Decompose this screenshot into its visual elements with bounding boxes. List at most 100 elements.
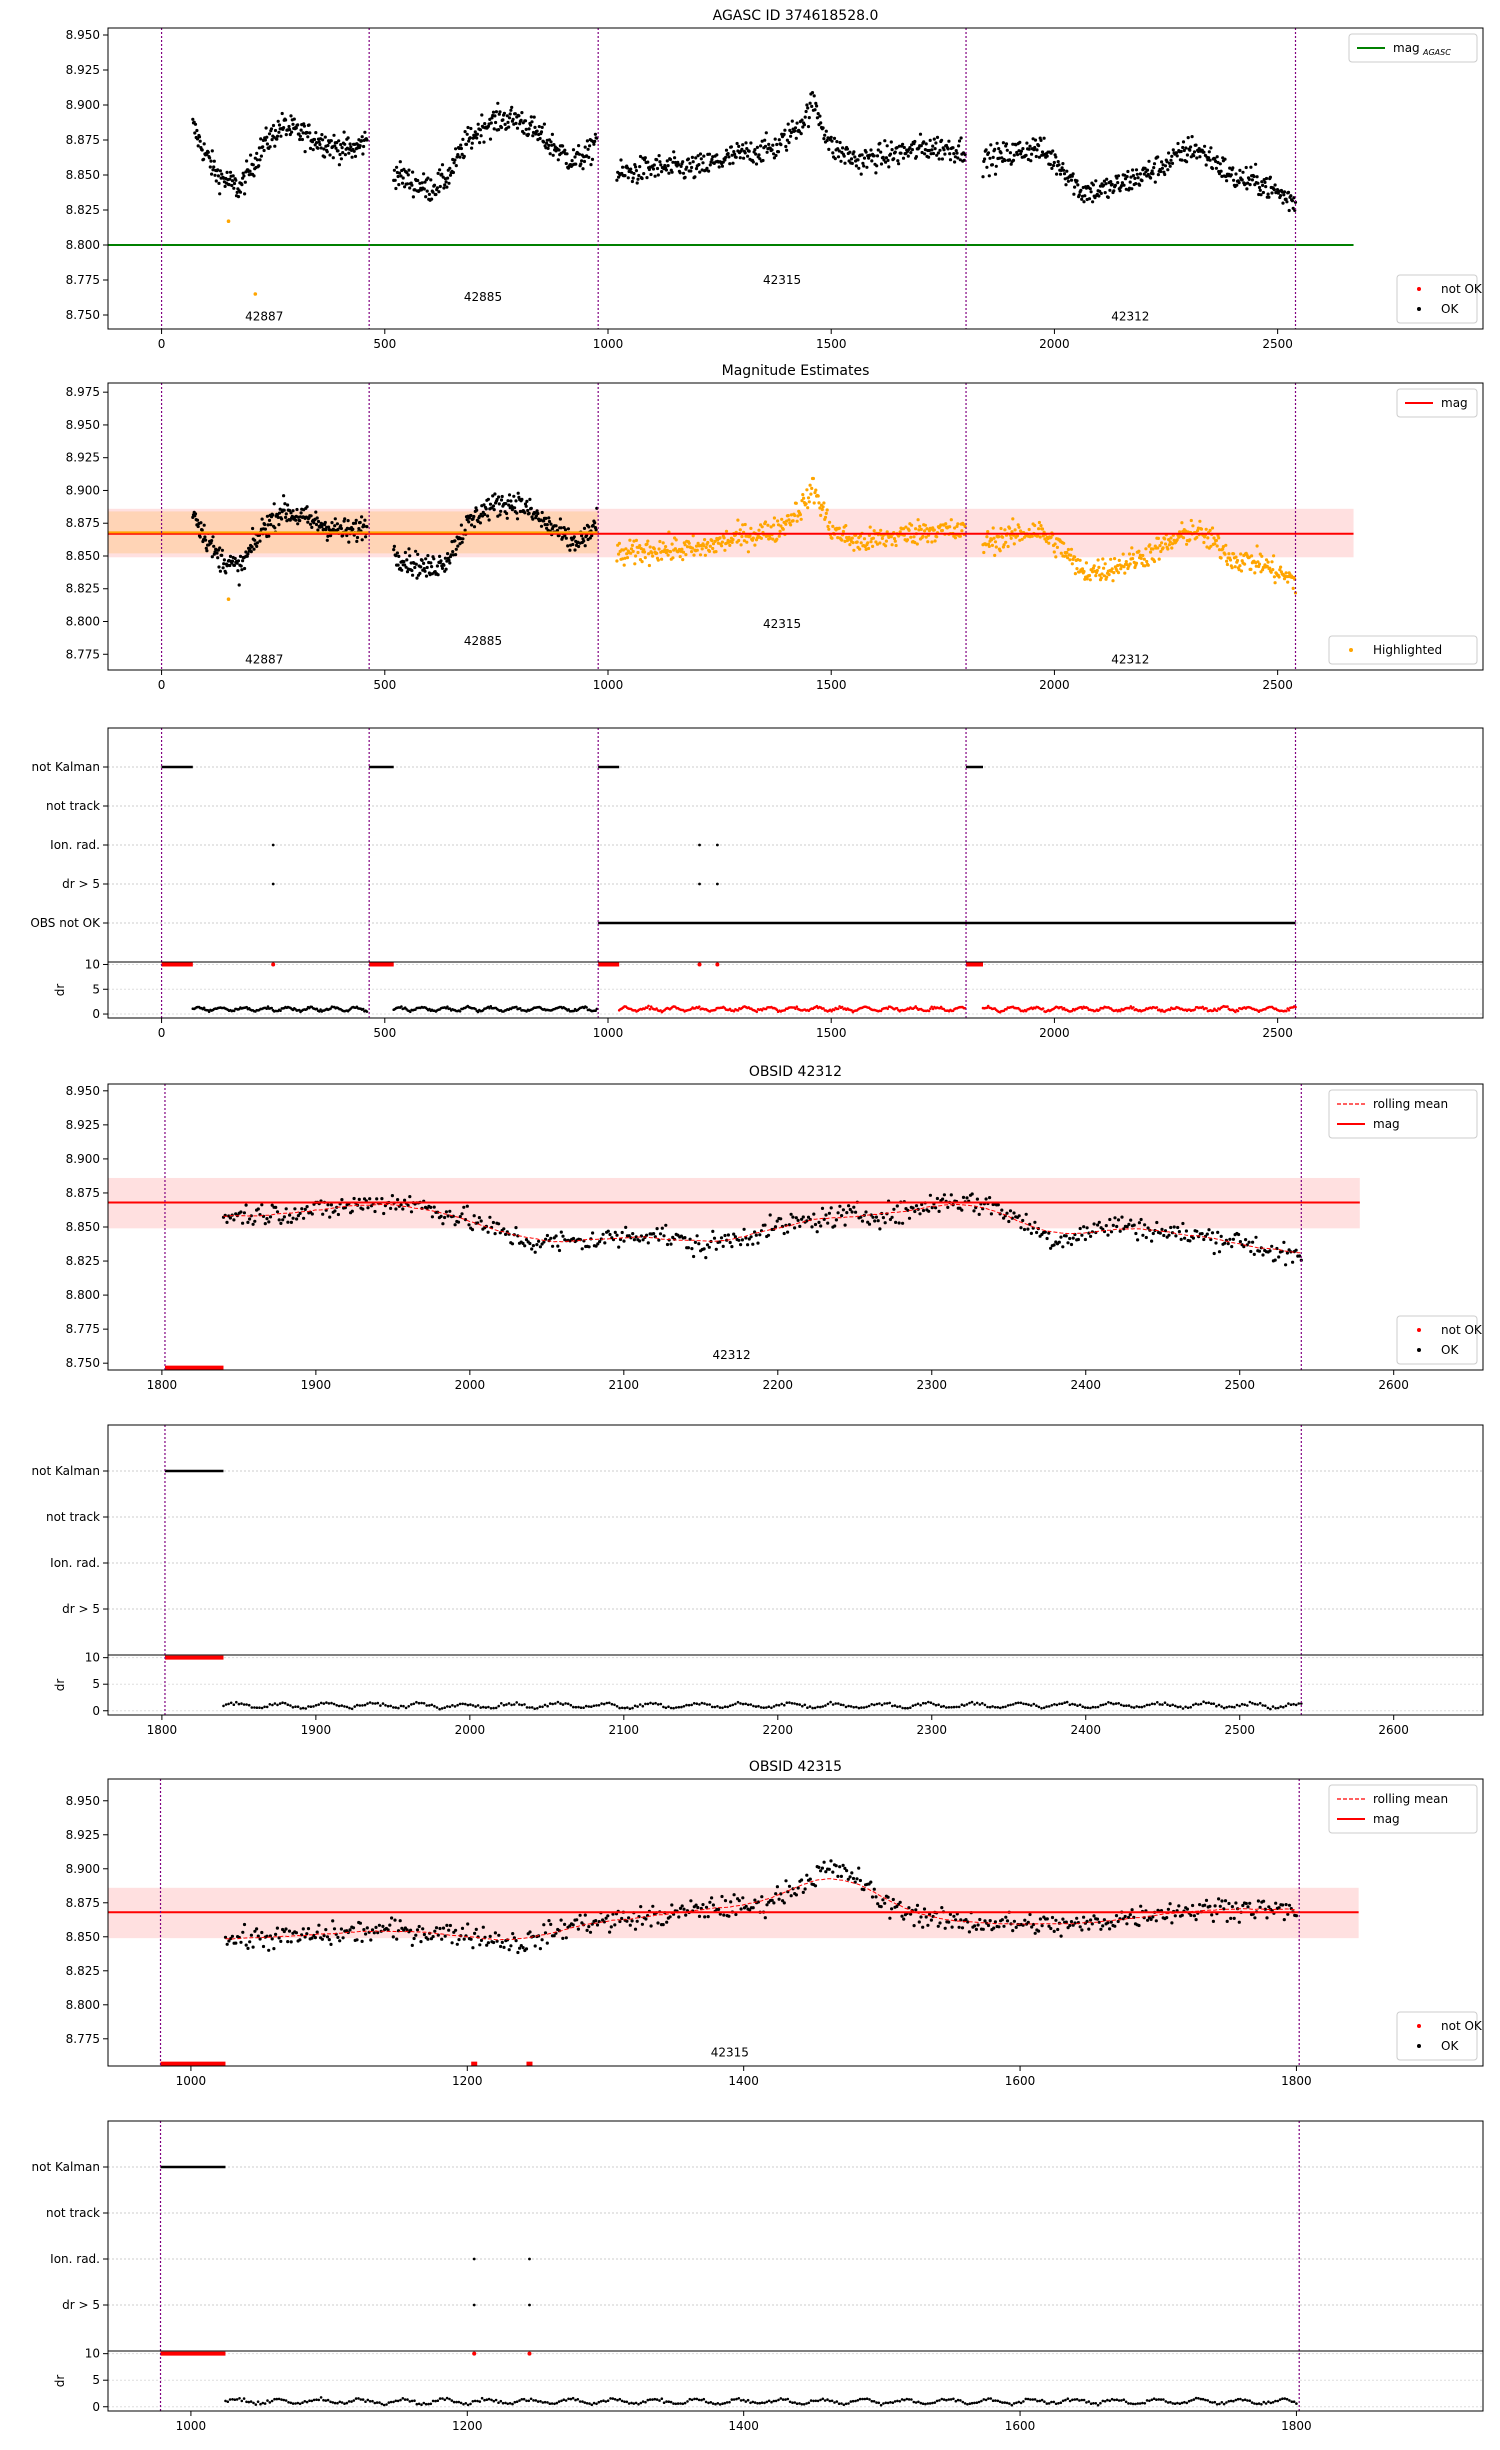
data-point — [286, 1220, 290, 1224]
data-point — [426, 554, 430, 558]
data-point — [406, 1203, 410, 1207]
data-point — [505, 511, 509, 516]
data-point — [1294, 1248, 1298, 1252]
data-point — [1189, 518, 1193, 523]
dr-point — [755, 1010, 759, 1014]
data-point — [501, 118, 505, 122]
data-point — [795, 519, 799, 523]
data-point — [223, 1935, 228, 1939]
dr-point — [760, 1009, 764, 1012]
dr-point — [901, 1706, 904, 1710]
data-point — [1011, 158, 1016, 162]
data-point — [240, 183, 244, 187]
dr-point — [822, 1007, 825, 1010]
data-point — [1047, 541, 1051, 545]
data-point — [241, 1930, 245, 1934]
data-point — [988, 1196, 992, 1200]
dr-point — [355, 1703, 359, 1707]
dr-point — [595, 1704, 598, 1707]
data-point — [791, 1215, 795, 1219]
dr-point — [1294, 1703, 1298, 1707]
data-point — [448, 166, 452, 170]
dr-point — [1285, 1009, 1288, 1013]
data-point — [329, 139, 333, 143]
data-point — [961, 1195, 966, 1199]
data-point — [1282, 190, 1287, 194]
data-point — [729, 145, 734, 149]
data-point — [342, 130, 346, 134]
data-point — [664, 1223, 668, 1227]
data-point — [399, 1203, 403, 1207]
data-point — [397, 554, 401, 559]
data-point — [920, 1202, 924, 1207]
dr-point — [579, 1706, 583, 1709]
data-point — [1209, 146, 1213, 150]
dr-point — [916, 1702, 920, 1706]
data-point — [340, 1198, 344, 1202]
dr-point — [1287, 1009, 1291, 1012]
data-point — [275, 1210, 280, 1214]
dr-point — [891, 1704, 894, 1708]
data-point — [470, 141, 474, 145]
data-point — [937, 157, 941, 161]
data-point — [617, 175, 621, 179]
data-point — [829, 1206, 833, 1210]
legend-swatch-dot — [1417, 287, 1421, 291]
data-point — [1087, 573, 1092, 578]
data-point — [1205, 1232, 1209, 1236]
data-point — [830, 139, 834, 143]
data-point — [195, 128, 199, 133]
data-point — [645, 1233, 649, 1237]
y-tick-label: 8.950 — [66, 1084, 100, 1098]
data-point — [533, 511, 537, 515]
data-point — [289, 1940, 293, 1944]
data-point — [631, 1232, 635, 1236]
data-point — [1110, 182, 1114, 186]
data-point — [212, 165, 216, 169]
data-point — [408, 186, 412, 190]
data-point — [544, 1237, 548, 1241]
data-point — [658, 1232, 663, 1236]
data-point — [1195, 535, 1199, 540]
data-point — [1155, 1220, 1159, 1225]
data-point — [955, 151, 959, 155]
data-point — [198, 139, 202, 143]
data-point — [461, 537, 465, 541]
dr-point — [554, 1702, 557, 1705]
data-point — [650, 551, 654, 555]
data-point — [499, 498, 504, 502]
data-point — [228, 1216, 232, 1220]
dr-point — [1035, 1704, 1038, 1707]
dr-point — [237, 1702, 241, 1706]
data-point — [910, 148, 915, 152]
data-point — [1166, 547, 1170, 551]
data-point — [810, 91, 815, 95]
data-point — [396, 563, 400, 567]
data-point — [478, 521, 482, 525]
data-point — [817, 501, 821, 505]
data-point — [220, 172, 224, 176]
data-point — [993, 553, 997, 558]
data-point — [680, 547, 684, 551]
dr-point — [723, 1705, 727, 1708]
legend-label: not OK — [1441, 1323, 1483, 1337]
data-point — [1208, 528, 1212, 533]
data-point — [1026, 1227, 1030, 1231]
dr-point — [314, 1704, 318, 1707]
data-point — [227, 183, 231, 187]
data-point — [526, 132, 531, 136]
data-point — [643, 156, 647, 160]
x-tick-label: 2300 — [916, 1378, 947, 1392]
data-point — [1085, 577, 1089, 581]
data-point — [1042, 136, 1046, 140]
data-point — [1248, 183, 1252, 187]
data-point — [768, 536, 772, 540]
data-point — [1215, 544, 1219, 548]
data-point — [284, 133, 288, 137]
dr-point — [1078, 1703, 1082, 1707]
data-point — [1221, 545, 1225, 549]
data-point — [693, 175, 697, 179]
data-point — [321, 1212, 325, 1216]
data-point — [754, 152, 758, 156]
data-point — [395, 165, 399, 169]
